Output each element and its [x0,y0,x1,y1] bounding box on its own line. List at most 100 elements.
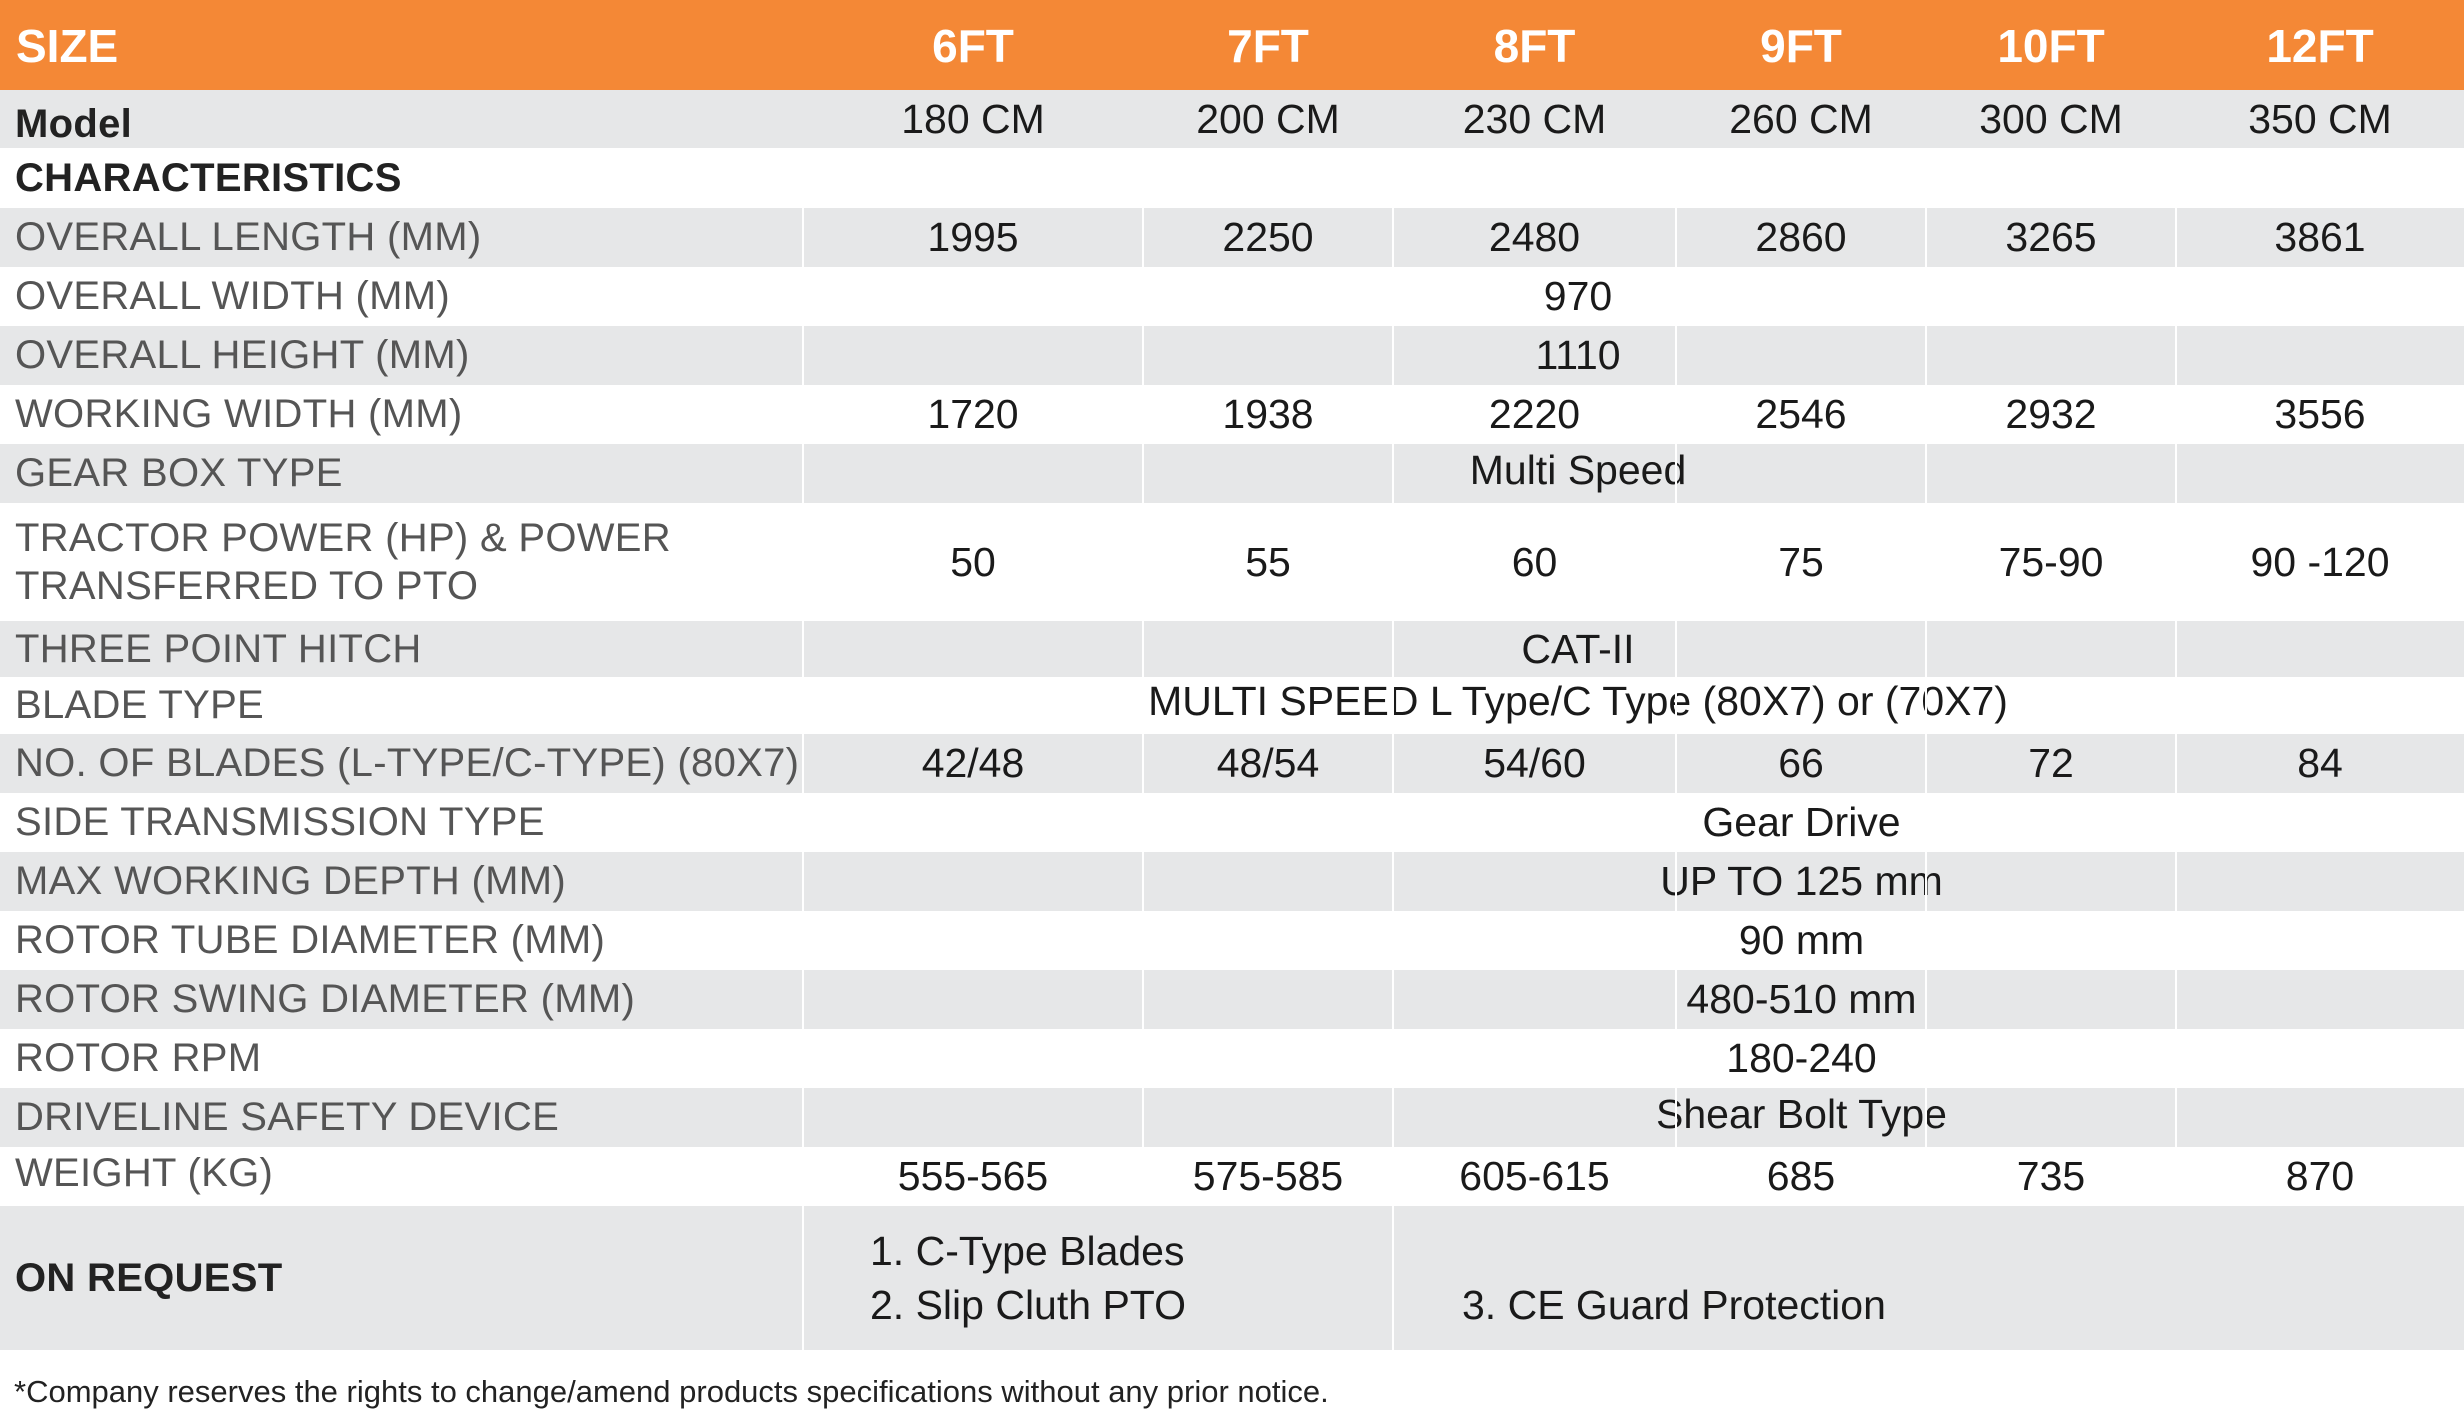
model-row: Model 180 CM 200 CM 230 CM 260 CM 300 CM… [0,90,2464,148]
row-label: ROTOR TUBE DIAMETER (MM) [15,918,606,962]
rotor-swing-row: ROTOR SWING DIAMETER (MM) 480-510 mm [0,970,2464,1029]
row-label: MAX WORKING DEPTH (MM) [15,859,567,903]
on-request-row: ON REQUEST 1. C-Type Blades 2. Slip Clut… [0,1206,2464,1350]
weight-row: WEIGHT (KG) 555-565 575-585 605-615 685 … [0,1147,2464,1206]
cell-value: 3556 [2274,391,2366,437]
tractor-power-row: TRACTOR POWER (HP) & POWER TRANSFERRED T… [0,503,2464,621]
row-label: ROTOR SWING DIAMETER (MM) [15,977,636,1021]
cell-value: 55 [1245,538,1291,585]
cell-value: 2220 [1488,391,1581,437]
cell-value: 870 [2285,1153,2355,1199]
rotor-tube-row: ROTOR TUBE DIAMETER (MM) 90 mm [0,911,2464,970]
cell-value: 72 [2028,740,2074,786]
size-12ft: 12FT [2266,20,2374,72]
cell-value: 2932 [2005,391,2097,437]
cell-value: 2860 [1755,214,1847,260]
cell-value: 685 [1766,1153,1836,1199]
cell-value: 3861 [2274,214,2366,260]
cell-value: 575-585 [1192,1153,1344,1199]
max-depth-row: MAX WORKING DEPTH (MM) UP TO 125 mm [0,852,2464,911]
row-label: DRIVELINE SAFETY DEVICE [15,1095,560,1139]
table-header: SIZE 6FT 7FT 8FT 9FT 10FT 12FT [0,0,2464,90]
cell-value: CAT-II [1521,625,1635,672]
cell-value: 180-240 [1726,1035,1877,1081]
model-value: 260 CM [1729,95,1873,142]
working-width-row: WORKING WIDTH (MM) 1720 1938 2220 2546 2… [0,385,2464,444]
blades-count-row: NO. OF BLADES (L-TYPE/C-TYPE) (80X7) 42/… [0,734,2464,793]
cell-value: 1995 [927,214,1019,260]
safety-device-row: DRIVELINE SAFETY DEVICE Shear Bolt Type [0,1088,2464,1147]
characteristics-row: CHARACTERISTICS [0,148,2464,208]
cell-value: 1720 [927,391,1019,437]
cell-value: 48/54 [1216,740,1320,786]
rotor-rpm-row: ROTOR RPM 180-240 [0,1029,2464,1088]
cell-value: 480-510 mm [1686,976,1917,1022]
row-label: NO. OF BLADES (L-TYPE/C-TYPE) (80X7) [15,741,800,785]
column-divider [2175,148,2177,1206]
cell-value: 1110 [1535,332,1621,378]
cell-value: 605-615 [1459,1153,1610,1199]
cell-value: 90 -120 [2250,538,2390,585]
cell-value: 90 mm [1738,917,1865,963]
size-10ft: 10FT [1997,20,2105,72]
footnote: *Company reserves the rights to change/a… [14,1374,1329,1409]
column-divider [802,1206,804,1350]
column-divider [1142,148,1144,1206]
cell-value: 75 [1778,538,1824,585]
cell-value: 1938 [1222,391,1314,437]
model-value: 350 CM [2248,95,2392,142]
cell-value: 50 [950,538,996,585]
size-8ft: 8FT [1493,20,1576,72]
column-divider [1675,148,1677,1206]
on-request-item: 3. CE Guard Protection [1462,1281,1886,1328]
cell-value: 60 [1511,538,1558,585]
row-label-line: TRACTOR POWER (HP) & POWER [15,516,671,560]
row-label: WEIGHT (KG) [15,1151,274,1195]
model-value: 200 CM [1196,95,1340,142]
size-9ft: 9FT [1760,20,1842,72]
size-6ft: 6FT [932,20,1014,72]
cell-value: MULTI SPEED L Type/C Type (80X7) or (70X… [1148,678,2008,724]
row-label: THREE POINT HITCH [15,626,422,671]
row-label-line: TRANSFERRED TO PTO [15,564,479,608]
size-7ft: 7FT [1227,20,1309,72]
cell-value: 66 [1778,740,1824,786]
column-divider [1925,148,1927,1206]
characteristics-label: CHARACTERISTICS [15,155,402,200]
on-request-item: 1. C-Type Blades [870,1228,1185,1274]
row-label: GEAR BOX TYPE [15,451,343,495]
cell-value: 2480 [1488,214,1581,260]
column-divider [1392,1206,1394,1350]
on-request-item: 2. Slip Cluth PTO [870,1282,1186,1328]
row-label: ROTOR RPM [15,1036,262,1080]
cell-value: Shear Bolt Type [1656,1091,1947,1137]
size-header-label: SIZE [16,20,119,72]
cell-value: UP TO 125 mm [1660,858,1943,904]
cell-value: 555-565 [897,1153,1049,1199]
side-transmission-row: SIDE TRANSMISSION TYPE Gear Drive [0,793,2464,852]
cell-value: 2546 [1755,391,1847,437]
cell-value: Multi Speed [1469,447,1687,493]
model-label: Model [15,101,133,146]
hitch-row: THREE POINT HITCH CAT-II [0,621,2464,677]
cell-value: 2250 [1222,214,1314,260]
model-value: 300 CM [1979,95,2123,142]
cell-value: 3265 [2005,214,2097,260]
column-divider [802,148,804,1206]
model-value: 180 CM [901,95,1045,142]
overall-width-row: OVERALL WIDTH (MM) 970 [0,267,2464,326]
row-label: WORKING WIDTH (MM) [15,392,463,436]
on-request-items: 1. C-Type Blades 2. Slip Cluth PTO [870,1206,1186,1350]
row-label: OVERALL HEIGHT (MM) [15,333,470,377]
row-label: BLADE TYPE [15,683,265,727]
on-request-label: ON REQUEST [15,1255,283,1300]
cell-value: 54/60 [1483,740,1586,786]
cell-value: 42/48 [921,740,1025,786]
row-label: OVERALL WIDTH (MM) [15,274,451,318]
overall-height-row: OVERALL HEIGHT (MM) 1110 [0,326,2464,385]
cell-value: 735 [2016,1153,2086,1199]
model-value: 230 CM [1462,95,1607,142]
column-divider [1392,148,1394,1206]
cell-value: 84 [2297,740,2343,786]
blade-type-row: BLADE TYPE MULTI SPEED L Type/C Type (80… [0,677,2464,734]
